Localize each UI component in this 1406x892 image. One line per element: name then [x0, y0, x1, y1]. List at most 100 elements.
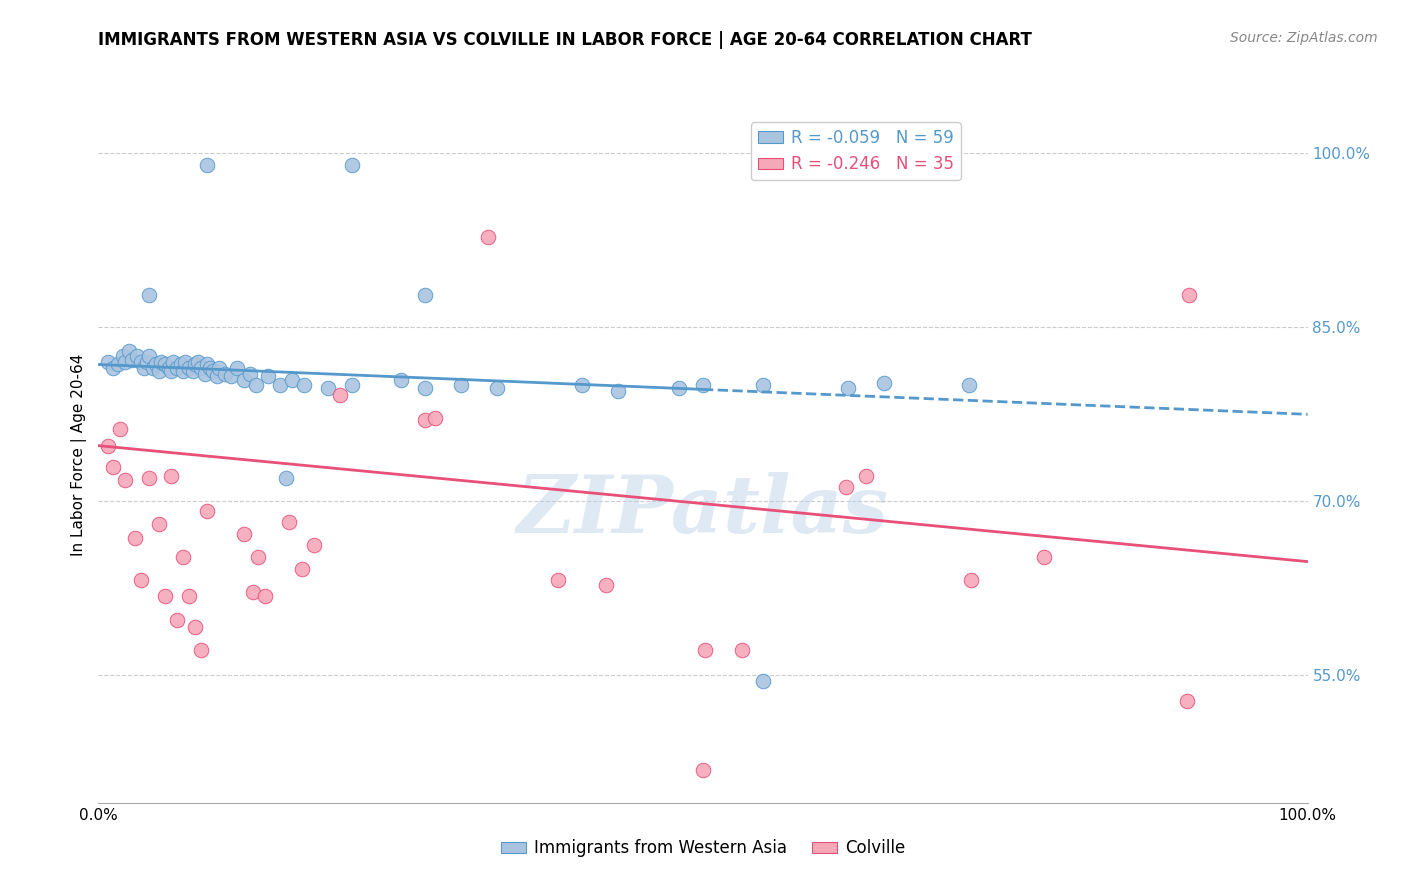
Point — [423, 410, 446, 425]
Point — [153, 358, 176, 372]
Point — [595, 578, 617, 592]
Point — [342, 158, 364, 172]
Legend: Immigrants from Western Asia, Colville: Immigrants from Western Asia, Colville — [494, 833, 912, 864]
Point — [292, 378, 315, 392]
Point — [342, 378, 364, 392]
Point — [450, 378, 472, 392]
Point — [127, 350, 149, 364]
Point — [118, 343, 141, 358]
Point — [108, 422, 131, 436]
Point — [138, 288, 160, 302]
Point — [834, 480, 856, 494]
Point — [302, 538, 325, 552]
Point — [329, 387, 352, 401]
Point — [281, 373, 304, 387]
Y-axis label: In Labor Force | Age 20-64: In Labor Force | Age 20-64 — [72, 354, 87, 556]
Point — [121, 352, 143, 367]
Text: Source: ZipAtlas.com: Source: ZipAtlas.com — [1230, 31, 1378, 45]
Point — [855, 468, 877, 483]
Point — [242, 584, 264, 599]
Point — [607, 384, 630, 398]
Point — [166, 613, 188, 627]
Point — [138, 471, 160, 485]
Point — [1178, 288, 1201, 302]
Point — [486, 381, 509, 395]
Point — [1175, 694, 1198, 708]
Point — [134, 361, 156, 376]
Point — [752, 378, 775, 392]
Point — [873, 376, 896, 390]
Point — [692, 764, 714, 778]
Text: ZIPatlas: ZIPatlas — [517, 472, 889, 549]
Point — [179, 590, 201, 604]
Point — [195, 503, 218, 517]
Point — [148, 517, 170, 532]
Point — [172, 364, 194, 378]
Point — [150, 355, 173, 369]
Point — [837, 381, 859, 395]
Point — [101, 361, 124, 376]
Point — [129, 355, 152, 369]
Point — [232, 526, 254, 541]
Point — [124, 532, 146, 546]
Point — [138, 350, 160, 364]
Point — [208, 361, 231, 376]
Point — [547, 573, 569, 587]
Point — [245, 378, 267, 392]
Point — [166, 361, 188, 376]
Point — [239, 367, 262, 381]
Point — [101, 459, 124, 474]
Point — [389, 373, 412, 387]
Point — [190, 642, 212, 657]
Point — [172, 549, 194, 564]
Point — [129, 573, 152, 587]
Point — [247, 549, 270, 564]
Point — [692, 378, 714, 392]
Point — [752, 674, 775, 689]
Point — [226, 361, 249, 376]
Point — [413, 413, 436, 427]
Point — [195, 358, 218, 372]
Point — [142, 361, 165, 376]
Point — [232, 373, 254, 387]
Point — [97, 355, 120, 369]
Point — [107, 358, 129, 372]
Point — [695, 642, 717, 657]
Point — [148, 364, 170, 378]
Point — [160, 468, 183, 483]
Point — [162, 355, 184, 369]
Point — [256, 369, 278, 384]
Point — [157, 361, 180, 376]
Point — [153, 590, 176, 604]
Point — [114, 355, 136, 369]
Point — [187, 355, 209, 369]
Point — [174, 355, 197, 369]
Point — [254, 590, 277, 604]
Point — [274, 471, 297, 485]
Point — [135, 355, 157, 369]
Point — [160, 364, 183, 378]
Point — [290, 561, 312, 575]
Point — [179, 361, 201, 376]
Point — [181, 364, 204, 378]
Point — [477, 230, 499, 244]
Point — [214, 367, 236, 381]
Point — [571, 378, 593, 392]
Point — [198, 361, 221, 376]
Point — [111, 350, 134, 364]
Point — [184, 358, 207, 372]
Point — [316, 381, 339, 395]
Point — [169, 358, 191, 372]
Point — [205, 369, 228, 384]
Point — [960, 573, 983, 587]
Point — [731, 642, 754, 657]
Point — [269, 378, 291, 392]
Point — [607, 842, 630, 856]
Point — [195, 158, 218, 172]
Point — [668, 381, 690, 395]
Point — [202, 364, 225, 378]
Point — [413, 381, 436, 395]
Point — [97, 439, 120, 453]
Point — [221, 369, 243, 384]
Point — [194, 367, 217, 381]
